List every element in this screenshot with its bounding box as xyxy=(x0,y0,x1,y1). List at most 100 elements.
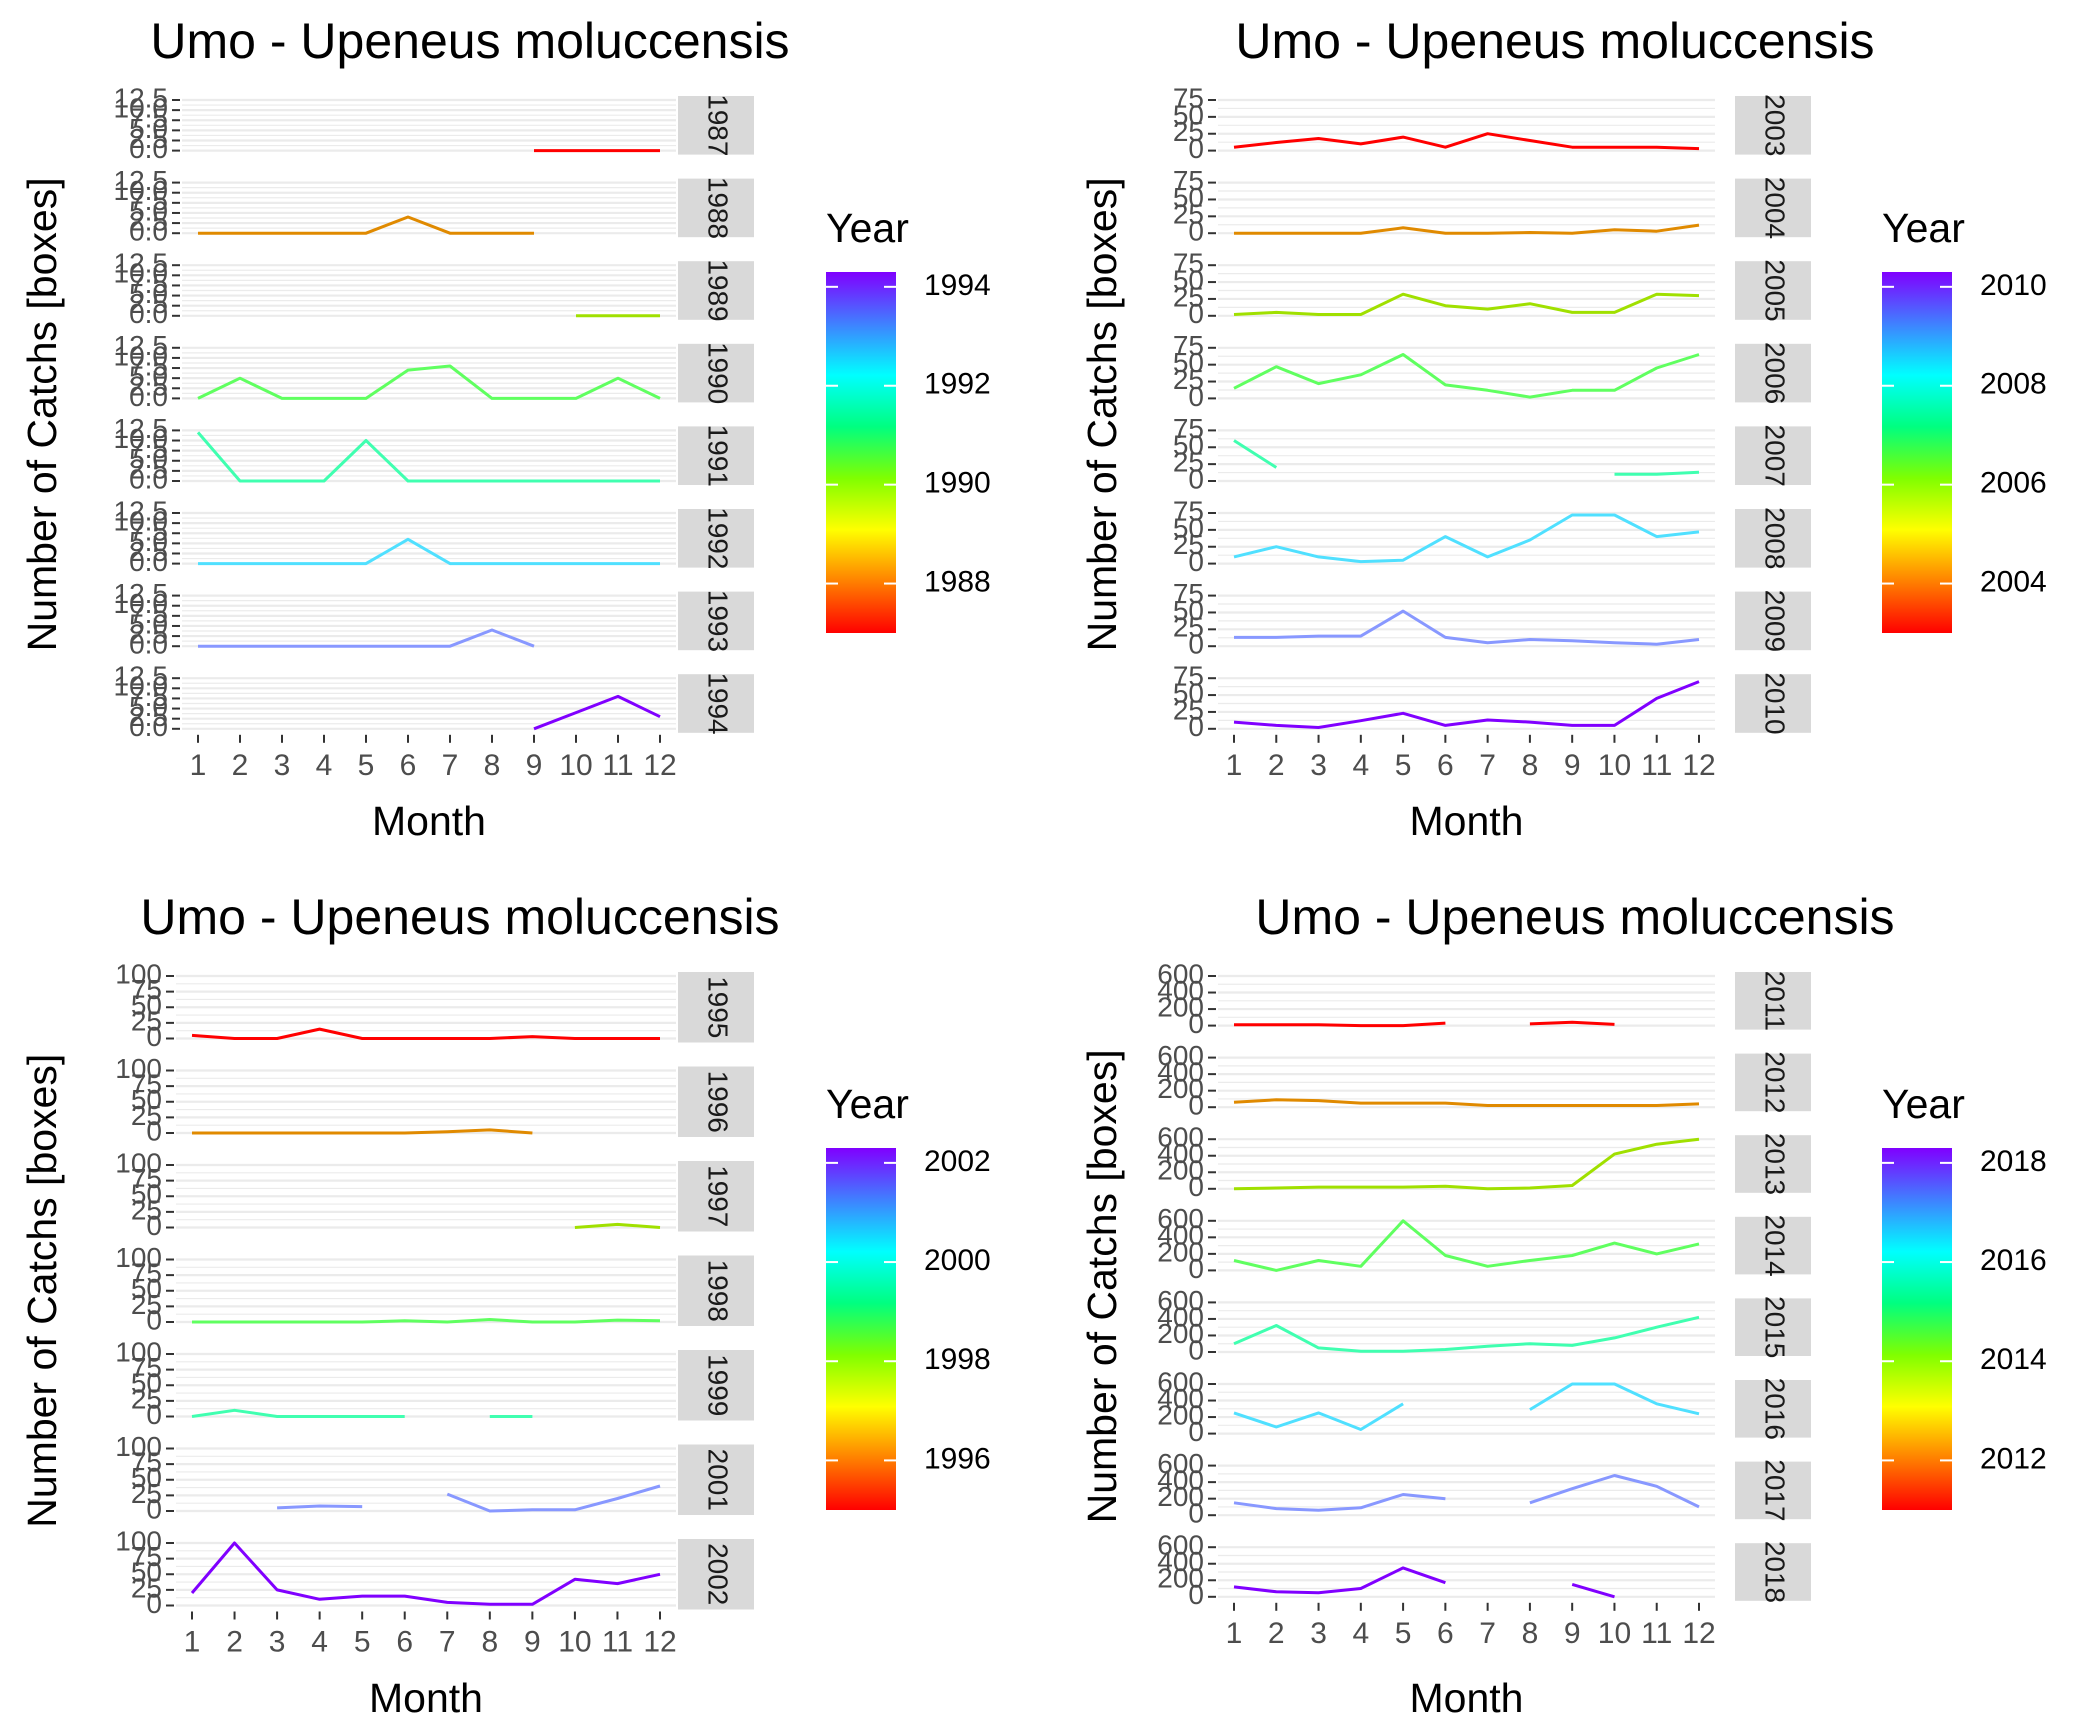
year-legend: Year 1988 1990 1992 1994 xyxy=(826,205,991,633)
y-tick-label: 200 xyxy=(1157,1155,1204,1186)
chart-title: Umo - Upeneus moluccensis xyxy=(150,13,789,69)
panel-2: Umo - Upeneus moluccensis Number of Catch… xyxy=(1079,13,2047,844)
y-tick-label: 50 xyxy=(131,990,162,1021)
y-tick-label: 12.5 xyxy=(114,330,169,361)
y-tick-label: 50 xyxy=(131,1179,162,1210)
x-tick-label: 5 xyxy=(1395,749,1412,782)
x-tick-label: 12 xyxy=(643,1626,676,1659)
x-tick-label: 9 xyxy=(524,1626,541,1659)
y-tick-label: 75 xyxy=(131,1163,162,1194)
year-legend: Year 1996 1998 2000 2002 xyxy=(826,1081,991,1510)
x-tick-label: 11 xyxy=(1641,1617,1672,1650)
series-line-2007 xyxy=(1614,470,1700,476)
y-tick-label: 0 xyxy=(146,1588,162,1619)
facet-strip xyxy=(678,972,754,1043)
y-tick-label: 0 xyxy=(146,1399,162,1430)
x-tick-label: 2 xyxy=(1268,1617,1285,1650)
x-tick-label: 10 xyxy=(1598,1617,1631,1650)
y-tick-label: 50 xyxy=(1173,430,1204,461)
y-tick-label: 100 xyxy=(115,1431,162,1462)
colorbar-label: 2000 xyxy=(924,1244,991,1277)
y-tick-label: 400 xyxy=(1157,1220,1204,1251)
facet-strip xyxy=(1735,261,1811,320)
x-tick-label: 4 xyxy=(1352,1617,1369,1650)
x-tick-label: 1 xyxy=(1226,1617,1243,1650)
series-line-1993 xyxy=(198,628,535,648)
y-tick-label: 25 xyxy=(1173,612,1204,643)
y-tick-label: 25 xyxy=(1173,364,1204,395)
y-tick-label: 0 xyxy=(1188,298,1204,329)
y-tick-label: 12.5 xyxy=(114,248,169,279)
facet-strip xyxy=(678,1444,754,1515)
series-line-1992 xyxy=(198,537,660,566)
y-tick-label: 50 xyxy=(1173,182,1204,213)
y-tick-label: 7.5 xyxy=(129,268,168,299)
y-tick-label: 600 xyxy=(1157,1448,1204,1479)
y-tick-label: 100 xyxy=(115,1525,162,1556)
y-tick-label: 50 xyxy=(131,1368,162,1399)
colorbar-label: 1994 xyxy=(924,269,991,302)
facet-1987: 0.02.55.07.510.012.5 1987 xyxy=(114,82,754,164)
y-tick-label: 2.5 xyxy=(129,618,168,649)
facet-strip xyxy=(678,1161,754,1232)
series-line-1999 xyxy=(191,1408,405,1418)
x-axis-label: Month xyxy=(369,1675,483,1721)
series-line-2016 xyxy=(1233,1402,1404,1431)
y-tick-label: 10.0 xyxy=(114,93,169,124)
y-tick-label: 7.5 xyxy=(129,598,168,629)
y-tick-label: 10.0 xyxy=(114,258,169,289)
x-tick-label: 12 xyxy=(643,749,676,782)
y-tick-label: 25 xyxy=(131,1383,162,1414)
y-tick-label: 200 xyxy=(1157,1481,1204,1512)
y-tick-label: 0 xyxy=(146,1021,162,1052)
x-tick-label: 12 xyxy=(1682,749,1715,782)
facet-strip xyxy=(1735,343,1811,403)
series-line-2013 xyxy=(1233,1137,1700,1191)
y-tick-label: 0 xyxy=(1188,1008,1204,1039)
x-tick-label: 1 xyxy=(190,749,207,782)
y-tick-label: 25 xyxy=(131,1572,162,1603)
y-tick-label: 0.0 xyxy=(129,463,168,494)
series-line-1998 xyxy=(192,1318,661,1324)
x-tick-label: 4 xyxy=(1352,749,1369,782)
facet-strip-label: 2007 xyxy=(1760,425,1791,487)
y-tick-label: 75 xyxy=(131,1447,162,1478)
facet-strip-label: 2016 xyxy=(1760,1378,1791,1440)
y-tick-label: 0 xyxy=(146,1210,162,1241)
y-tick-label: 75 xyxy=(1173,661,1204,692)
facet-strip xyxy=(1735,96,1811,155)
facet-strip-label: 2006 xyxy=(1760,342,1791,404)
y-tick-label: 50 xyxy=(131,1462,162,1493)
facet-strip-label: 2002 xyxy=(703,1543,734,1605)
y-tick-label: 600 xyxy=(1157,1285,1204,1316)
y-tick-label: 600 xyxy=(1157,1203,1204,1234)
series-line-2011 xyxy=(1529,1020,1615,1026)
x-tick-label: 10 xyxy=(1598,749,1631,782)
y-tick-label: 25 xyxy=(131,1005,162,1036)
y-tick-label: 0.0 xyxy=(129,133,168,164)
y-tick-label: 75 xyxy=(1173,248,1204,279)
y-tick-label: 2.5 xyxy=(129,371,168,402)
y-tick-label: 25 xyxy=(1173,281,1204,312)
y-tick-label: 2.5 xyxy=(129,123,168,154)
chart-title: Umo - Upeneus moluccensis xyxy=(1235,13,1874,69)
facet-strip xyxy=(1735,674,1811,733)
colorbar-label: 2018 xyxy=(1980,1145,2047,1178)
series-line-1997 xyxy=(574,1222,661,1229)
x-tick-label: 1 xyxy=(184,1626,201,1659)
facet-strip-label: 2017 xyxy=(1760,1459,1791,1521)
y-tick-label: 0.0 xyxy=(129,629,168,660)
x-axis-label: Month xyxy=(1410,1675,1524,1721)
series-line-2009 xyxy=(1234,609,1700,646)
colorbar-label: 2010 xyxy=(1980,269,2047,302)
series-line-2012 xyxy=(1233,1098,1700,1107)
